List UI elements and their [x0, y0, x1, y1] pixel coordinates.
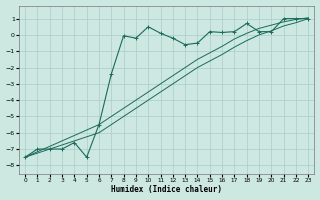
X-axis label: Humidex (Indice chaleur): Humidex (Indice chaleur): [111, 185, 222, 194]
